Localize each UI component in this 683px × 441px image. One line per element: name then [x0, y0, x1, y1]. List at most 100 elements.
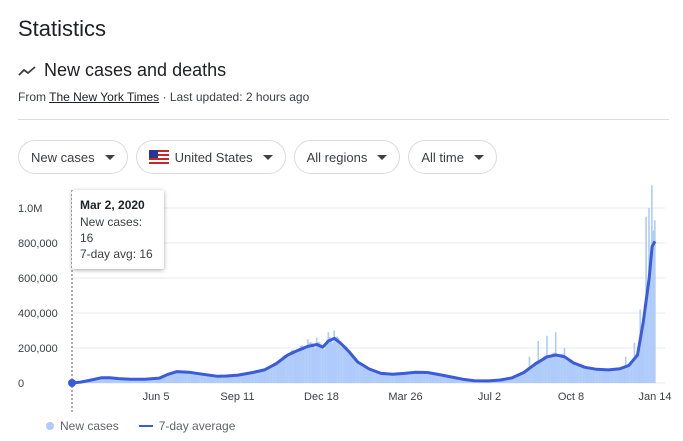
new-cases-bar — [562, 353, 564, 383]
new-cases-bar — [193, 372, 196, 383]
x-tick-label: Jul 2 — [478, 391, 501, 403]
new-cases-bar — [202, 373, 204, 383]
new-cases-bar — [187, 372, 190, 383]
new-cases-bar — [505, 378, 507, 383]
new-cases-bar — [277, 363, 280, 383]
new-cases-bar — [145, 378, 147, 383]
new-cases-bar — [586, 366, 589, 383]
new-cases-bar — [403, 373, 405, 383]
new-cases-bar — [375, 371, 378, 383]
new-cases-bar — [108, 377, 111, 383]
new-cases-bar — [419, 371, 421, 383]
new-cases-bar — [394, 374, 397, 383]
new-cases-bar — [329, 336, 331, 383]
new-cases-bar — [363, 364, 366, 383]
new-cases-bar — [467, 380, 470, 383]
new-cases-bar — [600, 368, 602, 383]
new-cases-bar — [117, 378, 120, 383]
new-cases-bar — [315, 337, 318, 383]
page-title: Statistics — [18, 16, 107, 41]
new-cases-bar — [455, 377, 458, 383]
tooltip-date: Mar 2, 2020 — [80, 198, 145, 212]
new-cases-bar — [643, 304, 646, 383]
new-cases-bar — [136, 378, 139, 383]
new-cases-bar — [635, 354, 637, 383]
new-cases-bar — [173, 371, 175, 383]
new-cases-bar — [209, 374, 212, 383]
new-cases-bar — [295, 352, 298, 383]
new-cases-bar — [308, 342, 311, 383]
us-flag-icon — [148, 150, 169, 164]
new-cases-bar — [310, 341, 312, 383]
new-cases-bar — [502, 379, 505, 383]
new-cases-bar — [626, 364, 628, 383]
new-cases-bar — [506, 378, 509, 383]
new-cases-bar — [231, 375, 233, 383]
new-cases-bar — [541, 358, 544, 383]
new-cases-bar — [592, 369, 595, 383]
new-cases-bar — [581, 364, 583, 383]
new-cases-bar — [368, 370, 370, 383]
caret-down-icon — [104, 154, 115, 160]
new-cases-bar — [272, 363, 274, 383]
regions-dropdown[interactable]: All regions — [293, 140, 401, 174]
new-cases-bar — [248, 372, 251, 383]
new-cases-bar — [264, 367, 267, 383]
new-cases-bar — [605, 368, 608, 383]
new-cases-bar — [550, 354, 553, 383]
new-cases-bar — [436, 373, 439, 383]
time-dropdown[interactable]: All time — [408, 140, 497, 174]
new-cases-bar — [649, 257, 652, 383]
country-dropdown[interactable]: United States — [135, 140, 286, 174]
new-cases-bar — [307, 339, 309, 383]
new-cases-bar — [164, 374, 166, 383]
new-cases-bar — [113, 377, 115, 383]
seven-day-average-line — [71, 240, 657, 385]
new-cases-bar — [345, 345, 347, 383]
new-cases-bar — [445, 375, 448, 383]
new-cases-bar — [544, 355, 547, 383]
source-link[interactable]: The New York Times — [49, 90, 160, 104]
new-cases-bar — [331, 342, 334, 383]
cases-chart[interactable]: 0 200,000 400,000 600,000 800,000 1.0M Jun 5 S… — [0, 180, 683, 420]
new-cases-bar — [289, 351, 292, 383]
new-cases-bar — [568, 359, 570, 383]
new-cases-bar — [517, 374, 519, 383]
new-cases-bar — [584, 368, 586, 383]
new-cases-bar — [598, 368, 601, 383]
divider — [18, 119, 669, 120]
new-cases-bar — [100, 377, 102, 383]
new-cases-bar — [280, 357, 283, 383]
new-cases-bar — [261, 369, 264, 383]
new-cases-bar — [298, 348, 301, 383]
metric-dropdown[interactable]: New cases — [18, 140, 128, 174]
new-cases-bar — [576, 364, 579, 383]
new-cases-bar — [266, 367, 268, 383]
new-cases-bar — [461, 378, 464, 383]
new-cases-bar — [556, 356, 558, 383]
new-cases-bar — [531, 366, 534, 383]
new-cases-bar — [538, 362, 541, 383]
new-cases-bar — [454, 377, 456, 383]
new-cases-bar — [543, 356, 545, 383]
new-cases-bar — [460, 378, 462, 383]
new-cases-bar — [355, 358, 357, 383]
new-cases-bar — [317, 342, 319, 383]
new-cases-bar — [377, 373, 379, 383]
new-cases-bar — [352, 355, 354, 383]
new-cases-bar — [637, 349, 640, 383]
new-cases-bar — [107, 378, 110, 383]
new-cases-bar — [216, 376, 219, 383]
new-cases-bar — [256, 370, 258, 383]
new-cases-bar — [449, 377, 452, 383]
new-cases-bar — [192, 371, 194, 383]
new-cases-bar — [314, 347, 317, 383]
new-cases-bar — [422, 373, 424, 383]
new-cases-bar — [250, 373, 252, 383]
new-cases-bar — [334, 336, 337, 383]
new-cases-bar — [177, 371, 180, 383]
x-tick-label: Sep 11 — [220, 391, 254, 403]
new-cases-bar — [225, 376, 228, 383]
new-cases-bar — [132, 379, 134, 383]
new-cases-bar — [525, 369, 528, 383]
